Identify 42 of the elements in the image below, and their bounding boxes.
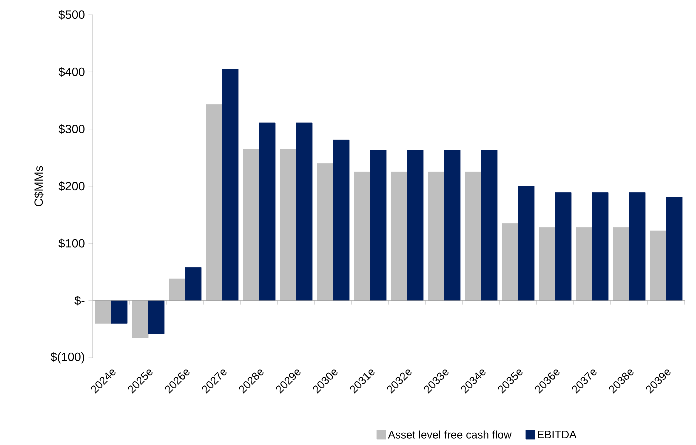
bar [613, 227, 630, 302]
bar [539, 227, 556, 302]
y-tick-label: $- [74, 296, 85, 306]
bar [259, 122, 276, 302]
bar [222, 69, 239, 302]
bar [317, 163, 334, 302]
legend-label: Asset level free cash flow [388, 430, 512, 439]
y-tick-label: $200 [58, 182, 85, 192]
bar [132, 300, 149, 338]
bar [370, 150, 387, 302]
bar [354, 172, 371, 302]
y-tick-label: $100 [58, 238, 85, 248]
bar [206, 104, 223, 302]
y-tick-label: $300 [58, 124, 85, 134]
bar [95, 300, 112, 324]
bar [481, 150, 498, 302]
bar [518, 186, 535, 302]
bar [280, 149, 297, 302]
bar [666, 197, 683, 302]
y-axis-title: C$MMs [34, 166, 44, 206]
bar [629, 192, 646, 302]
bar [650, 230, 667, 302]
bar [592, 192, 609, 302]
bar [296, 122, 313, 302]
bar [185, 267, 202, 302]
bar [407, 150, 424, 302]
y-tick-label: $400 [58, 67, 85, 77]
bar [576, 227, 593, 302]
bar [465, 172, 482, 302]
bar [333, 140, 350, 302]
bar [428, 172, 445, 302]
bar [391, 172, 408, 302]
bar [169, 278, 186, 302]
bar [148, 300, 165, 334]
bar [444, 150, 461, 302]
bar [555, 192, 572, 302]
bar [111, 300, 128, 324]
legend-label: EBITDA [538, 430, 577, 439]
y-tick-label: $500 [58, 10, 85, 20]
y-tick-label: $(100) [50, 352, 84, 364]
bar [243, 149, 260, 302]
bar [502, 223, 519, 302]
